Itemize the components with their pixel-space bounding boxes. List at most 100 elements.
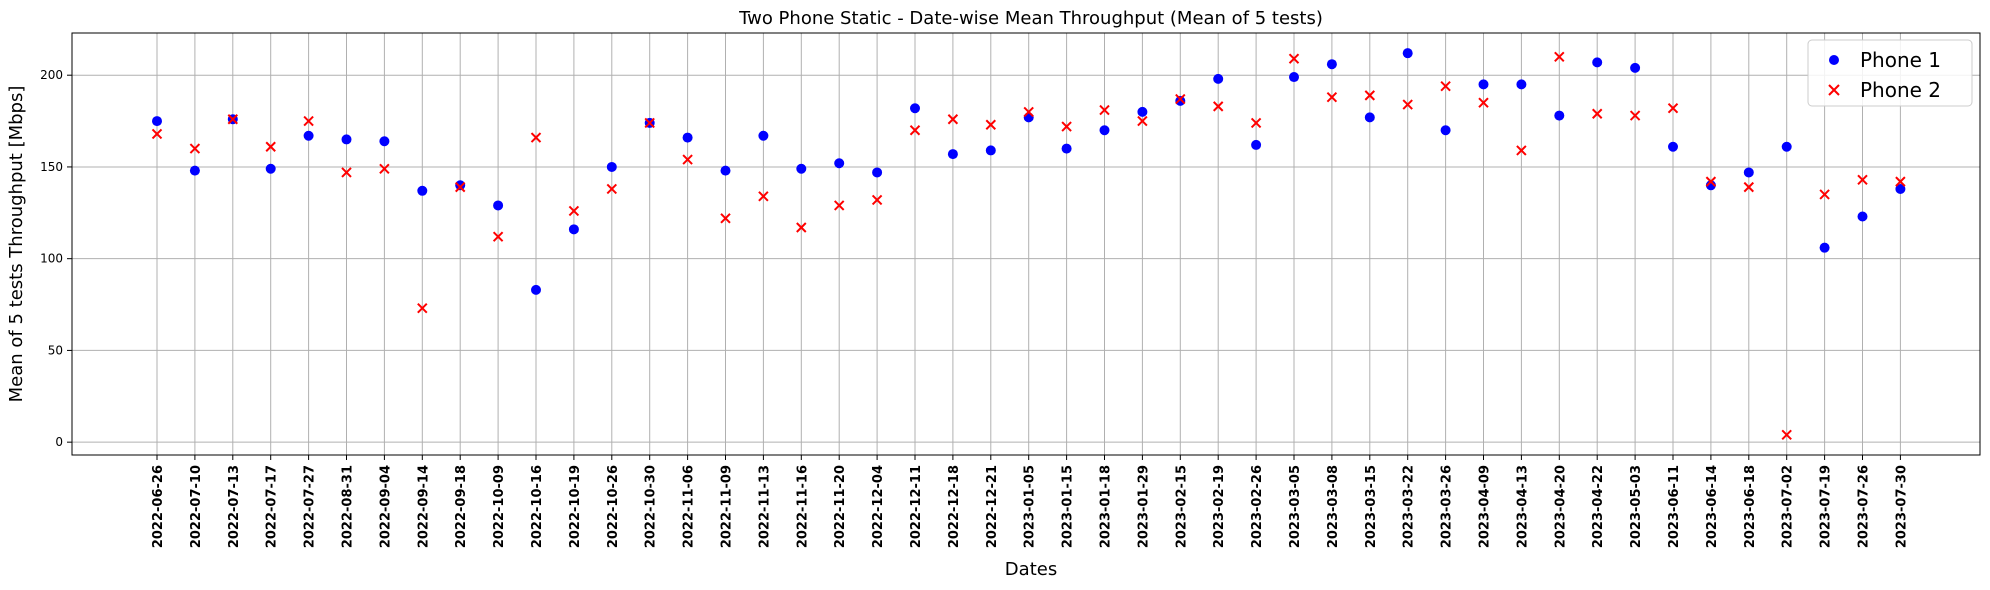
legend-marker-phone-2 [1828,84,1840,96]
legend: Phone 1 Phone 2 [1807,39,1973,107]
x-tick-label: 2022-11-13 [757,465,772,548]
point-phone-2 [1250,117,1262,129]
x-tick-label: 2023-06-14 [1705,465,1720,548]
point-phone-1 [455,180,466,191]
point-phone-1 [1781,141,1792,152]
point-phone-1 [1516,79,1527,90]
point-phone-2 [644,117,655,129]
point-phone-2 [1554,51,1565,63]
point-phone-2 [265,141,276,152]
y-tick-label: 200 [40,68,63,82]
point-phone-1 [1364,112,1375,123]
legend-box [1807,39,1973,107]
x-tick-label: 2023-07-19 [1819,465,1834,548]
x-tick-label: 2022-10-16 [530,465,545,548]
y-tick-label: 150 [40,160,63,174]
point-phone-1 [796,163,807,174]
point-phone-1 [1857,211,1868,222]
x-tick-label: 2023-06-18 [1743,465,1758,548]
point-phone-1 [341,134,352,145]
x-tick-label: 2023-07-02 [1781,465,1796,548]
point-phone-2 [1364,90,1376,101]
x-tick-label: 2022-10-26 [606,465,621,548]
x-tick-label: 2022-12-18 [947,465,962,548]
x-tick-label: 2022-08-31 [341,465,356,548]
point-phone-1 [1819,242,1830,253]
point-phone-1 [1137,106,1148,117]
point-phone-2 [985,119,997,130]
point-phone-2 [1857,174,1868,185]
point-phone-1 [1289,72,1299,83]
point-phone-2 [1478,97,1489,108]
point-phone-1 [1326,59,1337,70]
point-phone-1 [1554,110,1565,121]
point-phone-1 [1668,141,1678,152]
x-tick-label: 2023-01-15 [1061,465,1076,548]
x-tick-label: 2023-02-26 [1250,465,1265,548]
point-phone-1 [985,145,996,156]
point-phone-1 [1743,167,1754,178]
point-phone-2 [1440,81,1451,92]
point-phone-1 [606,161,617,172]
x-tick-label: 2023-03-05 [1288,465,1303,548]
x-tick-label: 2023-06-11 [1667,465,1682,548]
point-phone-1 [568,224,579,235]
plot-frame [71,32,1981,456]
point-phone-1 [720,165,731,176]
point-phone-1 [1402,48,1413,59]
point-phone-1 [872,167,883,178]
y-axis-label: Mean of 5 tests Throughput [Mbps] [6,86,27,403]
grid-lines [72,33,1980,455]
x-tick-label: 2022-06-26 [151,465,166,548]
x-tick-label: 2022-09-14 [416,465,431,548]
point-phone-2 [454,181,466,193]
x-tick-label: 2023-03-08 [1326,465,1341,548]
point-phone-2 [1667,103,1679,114]
point-phone-2 [1743,181,1755,193]
point-phone-1 [1630,62,1641,73]
point-phone-2 [1023,106,1034,118]
point-phone-2 [871,194,883,206]
point-phone-2 [303,115,314,127]
point-phone-2 [1061,121,1072,132]
y-tick-label: 0 [55,435,63,449]
x-tick-label: 2023-02-19 [1212,465,1227,548]
point-phone-2 [682,154,693,165]
y-tick-label: 100 [40,252,63,266]
x-tick-label: 2022-10-19 [568,465,583,548]
x-tick-label: 2023-04-09 [1478,465,1493,548]
x-tick-label: 2023-03-22 [1402,465,1417,548]
point-phone-1 [303,130,314,141]
x-tick-label: 2022-07-10 [189,465,204,548]
x-tick-label: 2022-11-09 [720,465,735,548]
x-tick-label: 2022-09-04 [378,465,393,548]
point-phone-1 [417,185,428,196]
x-tick-label: 2022-10-30 [644,465,659,548]
point-phone-2 [1895,176,1906,187]
data-points [151,48,1906,441]
x-tick-label: 2023-05-03 [1629,465,1644,548]
point-phone-1 [531,284,541,295]
point-phone-1 [379,136,390,147]
legend-label-phone-2: Phone 2 [1860,78,1941,102]
point-phone-1 [1251,139,1262,150]
point-phone-1 [189,165,200,176]
point-phone-2 [1819,189,1830,200]
x-tick-label: 2023-04-13 [1515,465,1530,548]
point-phone-2 [1781,429,1792,441]
point-phone-2 [530,132,542,143]
x-tick-label: 2023-03-15 [1364,465,1379,548]
point-phone-1 [947,149,958,160]
point-phone-2 [1288,53,1300,64]
x-tick-label: 2022-11-16 [795,465,810,548]
x-tick-label: 2022-10-09 [492,465,507,548]
point-phone-1 [1213,73,1224,84]
point-phone-2 [947,114,959,125]
point-phone-2 [606,183,618,195]
point-phone-2 [1629,110,1641,121]
point-phone-1 [758,130,769,141]
point-phone-2 [1212,101,1224,112]
point-phone-1 [1895,183,1906,194]
x-tick-label: 2023-01-18 [1099,465,1114,548]
